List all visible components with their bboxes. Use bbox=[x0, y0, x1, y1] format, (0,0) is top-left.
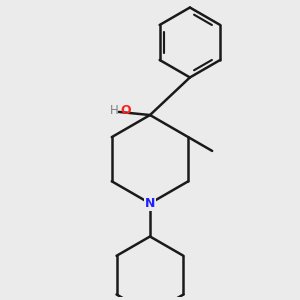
Text: N: N bbox=[145, 197, 155, 210]
Text: N: N bbox=[145, 197, 155, 210]
Text: O: O bbox=[120, 104, 130, 117]
Text: H: H bbox=[110, 104, 119, 117]
